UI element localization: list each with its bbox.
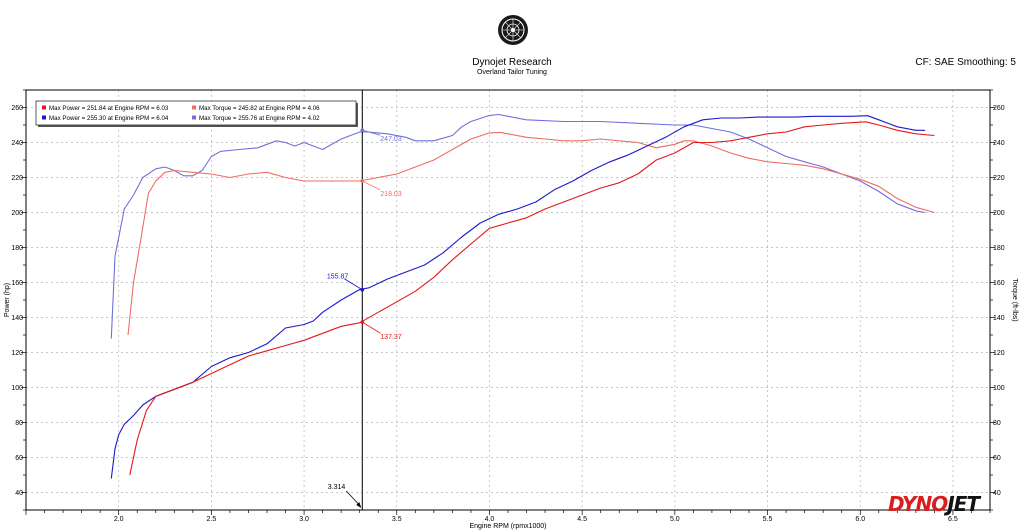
y-tick-label-left: 220 [11, 175, 23, 182]
y-tick-label-right: 140 [993, 315, 1005, 322]
series-line-power_run2 [110, 115, 926, 479]
x-tick-label: 3.0 [299, 516, 309, 523]
legend-entry: Max Power = 251.84 at Engine RPM = 6.03 [49, 105, 169, 112]
legend-entry: Max Power = 255.30 at Engine RPM = 6.04 [49, 115, 169, 122]
legend-swatch [42, 105, 46, 110]
y-tick-label-left: 60 [15, 455, 23, 462]
y-tick-label-right: 220 [993, 175, 1005, 182]
series-layer [110, 113, 935, 479]
x-tick-label: 2.0 [114, 516, 124, 523]
cursor-value-arrow [362, 129, 381, 136]
x-tick-label: 4.5 [577, 516, 587, 523]
y-tick-label-left: 120 [11, 350, 23, 357]
dynojet-brand-logo: DYNOJET [888, 492, 980, 516]
grid-layer [26, 90, 990, 510]
y-tick-label-left: 40 [15, 490, 23, 497]
y-tick-label-left: 180 [11, 245, 23, 252]
series-line-power_run1 [129, 121, 935, 476]
x-tick-label: 3.5 [392, 516, 402, 523]
legend-swatch [192, 115, 196, 120]
legend-entry: Max Torque = 245.82 at Engine RPM = 4.06 [199, 105, 320, 112]
y-tick-label-left: 140 [11, 315, 23, 322]
y-tick-label-right: 160 [993, 280, 1005, 287]
legend-box [35, 100, 357, 126]
legend-swatch [42, 115, 46, 120]
chart-title: Dynojet Research [472, 57, 552, 68]
cursor-value-marker [360, 320, 365, 324]
x-tick-label: 5.5 [763, 516, 773, 523]
cursor-value-marker [360, 128, 365, 132]
y-tick-label-left: 200 [11, 210, 23, 217]
cursor-value-label: 218.03 [380, 191, 402, 198]
series-line-torque_run1 [127, 131, 935, 336]
y-tick-label-left: 80 [15, 420, 23, 427]
cursor-value-arrow [362, 180, 381, 191]
y-tick-label-right: 200 [993, 210, 1005, 217]
y-tick-label-right: 120 [993, 350, 1005, 357]
cursor-value-marker [360, 179, 365, 183]
dynojet-logo-icon [497, 14, 529, 46]
y-tick-label-left: 160 [11, 280, 23, 287]
plot-frame [25, 89, 991, 511]
series-line-torque_run2 [110, 113, 926, 339]
y-tick-label-right: 260 [993, 105, 1005, 112]
cursor-value-marker [360, 287, 365, 292]
ticks-layer: 2.0 2.5 3.0 3.5 4.0 4.5 5.0 5.5 6.0 6.5 40 40 60 60 80… [11, 89, 1005, 523]
y-tick-label-left: 100 [11, 385, 23, 392]
y-tick-label-right: 180 [993, 245, 1005, 252]
x-tick-label: 4.0 [485, 516, 495, 523]
y-tick-label-right: 80 [993, 420, 1001, 427]
cursor-value-label: 137.37 [380, 334, 402, 341]
x-tick-label: 5.0 [670, 516, 680, 523]
x-tick-label: 6.5 [948, 516, 958, 523]
brand-part-1: DYNO [888, 492, 948, 516]
legend-swatch [192, 105, 196, 110]
x-axis-label: Engine RPM (rpmx1000) [469, 523, 546, 530]
y-tick-label-left: 260 [11, 105, 23, 112]
legend-entry: Max Torque = 255.76 at Engine RPM = 4.02 [199, 115, 320, 122]
legend: Max Power = 251.84 at Engine RPM = 6.03 M… [35, 100, 358, 127]
cursor-layer: 3.314 247.03 218.03 155.87 137.37 [327, 90, 402, 510]
cursor-x-label: 3.314 [328, 484, 346, 491]
cursor-value-arrow [362, 321, 381, 334]
cursor-value-label: 247.03 [380, 136, 402, 143]
y-axis-label-right: Torque (ft-lbs) [1011, 278, 1018, 321]
brand-part-2: JET [947, 492, 980, 516]
cursor-x-arrowhead [356, 502, 362, 508]
x-tick-label: 6.0 [855, 516, 865, 523]
y-tick-label-right: 240 [993, 140, 1005, 147]
y-tick-label-right: 100 [993, 385, 1005, 392]
cf-smoothing-label: CF: SAE Smoothing: 5 [915, 57, 1016, 68]
y-axis-label: Power (hp) [4, 283, 11, 317]
y-tick-label-right: 40 [993, 490, 1001, 497]
cursor-value-arrow [344, 278, 363, 291]
chart-subtitle: Overland Tailor Tuning [477, 69, 547, 76]
y-tick-label-left: 240 [11, 140, 23, 147]
y-tick-label-right: 60 [993, 455, 1001, 462]
cursor-value-label: 155.87 [327, 274, 349, 281]
x-tick-label: 2.5 [207, 516, 217, 523]
